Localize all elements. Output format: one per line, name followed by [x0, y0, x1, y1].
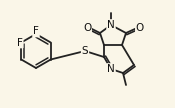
Text: F: F — [33, 26, 39, 37]
Text: N: N — [107, 64, 115, 74]
Text: F: F — [17, 37, 23, 48]
Text: O: O — [136, 23, 144, 33]
Text: O: O — [83, 23, 91, 33]
Text: S: S — [82, 46, 88, 56]
Text: N: N — [107, 20, 115, 30]
